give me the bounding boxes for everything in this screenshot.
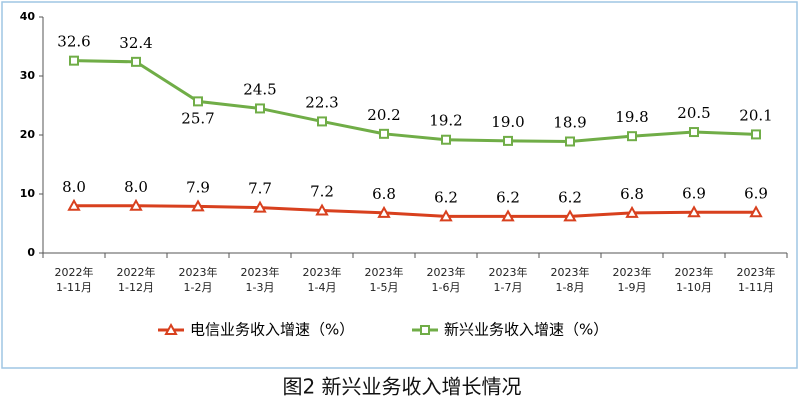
legend-marker bbox=[164, 322, 178, 335]
point bbox=[379, 128, 389, 139]
value-label: 7.2 bbox=[310, 183, 334, 201]
point bbox=[315, 203, 329, 216]
point bbox=[627, 131, 637, 142]
y-tick-label: 40 bbox=[20, 10, 36, 23]
value-label: 22.3 bbox=[305, 93, 338, 111]
x-tick-label: 2023年 1-4月 bbox=[302, 266, 342, 294]
value-label: 6.2 bbox=[496, 188, 520, 206]
value-label: 8.0 bbox=[62, 178, 86, 196]
point bbox=[191, 199, 205, 212]
value-label: 19.8 bbox=[615, 108, 648, 126]
value-label: 32.6 bbox=[57, 33, 90, 51]
point bbox=[501, 209, 515, 222]
y-tick-label: 30 bbox=[20, 69, 36, 82]
value-label: 6.8 bbox=[620, 185, 644, 203]
value-label: 19.2 bbox=[429, 112, 462, 130]
x-tick-label: 2023年 1-7月 bbox=[488, 266, 528, 294]
point bbox=[377, 205, 391, 218]
point bbox=[439, 209, 453, 222]
y-tick-label: 20 bbox=[20, 128, 36, 141]
x-tick-label: 2023年 1-2月 bbox=[178, 266, 218, 294]
legend-marker bbox=[420, 325, 430, 335]
point bbox=[689, 127, 699, 138]
point bbox=[751, 129, 761, 140]
y-tick-label: 10 bbox=[20, 187, 36, 200]
x-tick-label: 2023年 1-6月 bbox=[426, 266, 466, 294]
value-label: 20.5 bbox=[677, 104, 710, 122]
point bbox=[193, 96, 203, 107]
value-label: 8.0 bbox=[124, 178, 148, 196]
x-tick-label: 2022年 1-12月 bbox=[116, 266, 156, 294]
x-tick-label: 2023年 1-8月 bbox=[550, 266, 590, 294]
value-label: 6.8 bbox=[372, 185, 396, 203]
value-label: 6.2 bbox=[434, 188, 458, 206]
value-label: 19.0 bbox=[491, 113, 524, 131]
value-label: 32.4 bbox=[119, 34, 152, 52]
value-label: 6.9 bbox=[744, 184, 768, 202]
point bbox=[687, 205, 701, 218]
x-tick-label: 2023年 1-11月 bbox=[736, 266, 776, 294]
point bbox=[255, 103, 265, 114]
point bbox=[69, 55, 79, 66]
value-label: 7.7 bbox=[248, 180, 272, 198]
series-line bbox=[73, 59, 757, 143]
value-label: 20.1 bbox=[739, 106, 772, 124]
point bbox=[441, 134, 451, 145]
value-label: 7.9 bbox=[186, 178, 210, 196]
value-label: 6.2 bbox=[558, 188, 582, 206]
point bbox=[749, 205, 763, 218]
chart-frame bbox=[1, 1, 798, 369]
x-tick-label: 2023年 1-9月 bbox=[612, 266, 652, 294]
value-label: 6.9 bbox=[682, 184, 706, 202]
point bbox=[131, 56, 141, 67]
point bbox=[565, 136, 575, 147]
legend-label: 电信业务收入增速（%） bbox=[190, 321, 354, 339]
point bbox=[129, 198, 143, 211]
value-label: 25.7 bbox=[181, 109, 214, 127]
chart-title: 图2 新兴业务收入增长情况 bbox=[282, 375, 521, 399]
point bbox=[625, 205, 639, 218]
point bbox=[503, 135, 513, 146]
x-tick-label: 2023年 1-3月 bbox=[240, 266, 280, 294]
value-label: 18.9 bbox=[553, 113, 586, 131]
x-tick-label: 2023年 1-10月 bbox=[674, 266, 714, 294]
point bbox=[67, 198, 81, 211]
value-label: 24.5 bbox=[243, 80, 276, 98]
series-line bbox=[74, 204, 756, 218]
point bbox=[253, 200, 267, 213]
y-tick-label: 0 bbox=[27, 246, 35, 259]
point bbox=[317, 116, 327, 127]
legend-label: 新兴业务收入增速（%） bbox=[444, 321, 608, 339]
x-tick-label: 2023年 1-5月 bbox=[364, 266, 404, 294]
value-label: 20.2 bbox=[367, 106, 400, 124]
x-tick-label: 2022年 1-11月 bbox=[54, 266, 94, 294]
point bbox=[563, 209, 577, 222]
